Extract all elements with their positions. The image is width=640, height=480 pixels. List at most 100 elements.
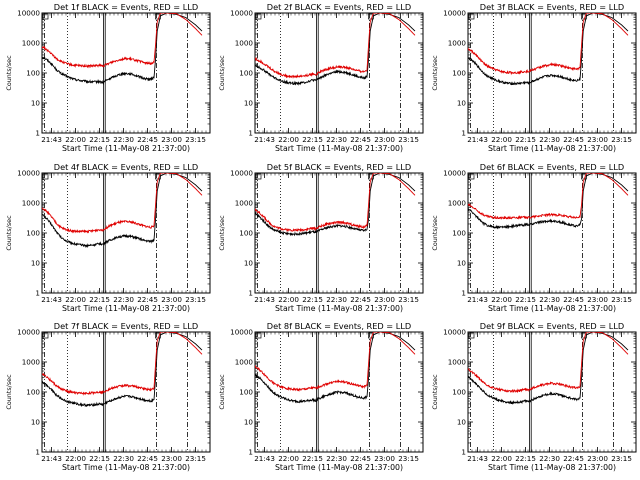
x-tick-label: 21:43 bbox=[41, 454, 62, 463]
y-axis-label: Counts/sec bbox=[431, 374, 439, 410]
y-axis-label: Counts/sec bbox=[5, 215, 13, 251]
x-tick-label: 22:45 bbox=[350, 135, 371, 144]
x-tick-label: 22:45 bbox=[563, 454, 584, 463]
y-tick-label: 1 bbox=[35, 289, 40, 298]
y-tick-label: 1000 bbox=[448, 199, 467, 208]
x-tick-label: 23:00 bbox=[161, 295, 182, 304]
chart-title: Det 2f BLACK = Events, RED = LLD bbox=[267, 2, 411, 12]
y-tick-label: 1000 bbox=[235, 39, 254, 48]
x-tick-label: 23:15 bbox=[398, 135, 419, 144]
x-tick-label: 23:00 bbox=[587, 454, 608, 463]
x-tick-label: 22:45 bbox=[350, 295, 371, 304]
x-tick-label: 22:00 bbox=[65, 295, 86, 304]
y-tick-label: 10 bbox=[244, 99, 254, 108]
x-tick-label: 22:45 bbox=[137, 454, 158, 463]
x-axis-label: Start Time (11-May-08 21:37:00) bbox=[62, 304, 190, 313]
y-tick-label: 10000 bbox=[443, 169, 466, 178]
y-axis-label: Counts/sec bbox=[431, 55, 439, 91]
y-tick-label: 10 bbox=[31, 99, 41, 108]
y-tick-label: 10000 bbox=[17, 328, 40, 337]
x-tick-label: 22:15 bbox=[302, 135, 323, 144]
x-tick-label: 21:43 bbox=[467, 454, 488, 463]
x-tick-label: 22:30 bbox=[113, 454, 134, 463]
x-axis-label: Start Time (11-May-08 21:37:00) bbox=[275, 463, 403, 472]
y-tick-label: 10 bbox=[244, 259, 254, 268]
x-tick-label: 21:43 bbox=[467, 295, 488, 304]
x-tick-label: 23:00 bbox=[374, 295, 395, 304]
x-tick-label: 22:30 bbox=[326, 454, 347, 463]
y-tick-label: 100 bbox=[452, 229, 466, 238]
x-axis-label: Start Time (11-May-08 21:37:00) bbox=[62, 144, 190, 153]
x-tick-label: 23:15 bbox=[185, 135, 206, 144]
y-tick-label: 1000 bbox=[235, 358, 254, 367]
x-tick-label: 22:45 bbox=[137, 135, 158, 144]
y-tick-label: 100 bbox=[26, 388, 40, 397]
x-tick-label: 22:15 bbox=[89, 135, 110, 144]
x-tick-label: 22:45 bbox=[350, 454, 371, 463]
y-axis-label: Counts/sec bbox=[218, 55, 226, 91]
detector-count-rate-grid: Det 1f BLACK = Events, RED = LLD11010010… bbox=[0, 0, 640, 480]
x-axis-label: Start Time (11-May-08 21:37:00) bbox=[488, 144, 616, 153]
x-tick-label: 22:00 bbox=[65, 454, 86, 463]
y-tick-label: 1 bbox=[248, 448, 253, 457]
x-tick-label: 22:45 bbox=[563, 135, 584, 144]
y-tick-label: 1 bbox=[461, 289, 466, 298]
y-tick-label: 100 bbox=[452, 69, 466, 78]
x-tick-label: 23:15 bbox=[185, 295, 206, 304]
y-tick-label: 1 bbox=[461, 448, 466, 457]
y-tick-label: 10000 bbox=[17, 9, 40, 18]
x-tick-label: 23:15 bbox=[611, 295, 632, 304]
x-tick-label: 22:30 bbox=[539, 454, 560, 463]
y-tick-label: 1000 bbox=[22, 358, 41, 367]
y-tick-label: 10 bbox=[457, 99, 467, 108]
y-tick-label: 100 bbox=[239, 229, 253, 238]
x-axis-label: Start Time (11-May-08 21:37:00) bbox=[275, 144, 403, 153]
y-axis-label: Counts/sec bbox=[218, 374, 226, 410]
y-tick-label: 10 bbox=[244, 418, 254, 427]
y-tick-label: 10000 bbox=[17, 169, 40, 178]
x-tick-label: 22:30 bbox=[113, 135, 134, 144]
y-tick-label: 1000 bbox=[22, 39, 41, 48]
y-tick-label: 10 bbox=[457, 418, 467, 427]
y-tick-label: 10000 bbox=[230, 9, 253, 18]
x-tick-label: 23:15 bbox=[185, 454, 206, 463]
y-tick-label: 10000 bbox=[230, 328, 253, 337]
y-tick-label: 1 bbox=[35, 448, 40, 457]
x-tick-label: 21:43 bbox=[254, 135, 275, 144]
y-axis-label: Counts/sec bbox=[431, 215, 439, 251]
x-tick-label: 23:00 bbox=[374, 454, 395, 463]
x-tick-label: 23:00 bbox=[587, 295, 608, 304]
y-tick-label: 10000 bbox=[443, 328, 466, 337]
y-tick-label: 10 bbox=[31, 418, 41, 427]
x-tick-label: 22:30 bbox=[113, 295, 134, 304]
y-axis-label: Counts/sec bbox=[5, 55, 13, 91]
chart-title: Det 4f BLACK = Events, RED = LLD bbox=[54, 162, 198, 172]
y-tick-label: 10 bbox=[31, 259, 41, 268]
x-tick-label: 22:00 bbox=[278, 295, 299, 304]
x-tick-label: 22:00 bbox=[278, 454, 299, 463]
y-tick-label: 1000 bbox=[448, 39, 467, 48]
x-tick-label: 21:43 bbox=[254, 454, 275, 463]
x-tick-label: 22:00 bbox=[65, 135, 86, 144]
x-tick-label: 23:15 bbox=[611, 135, 632, 144]
y-tick-label: 100 bbox=[26, 229, 40, 238]
x-tick-label: 22:30 bbox=[326, 295, 347, 304]
y-tick-label: 100 bbox=[452, 388, 466, 397]
x-tick-label: 22:30 bbox=[326, 135, 347, 144]
y-tick-label: 1000 bbox=[235, 199, 254, 208]
chart-title: Det 6f BLACK = Events, RED = LLD bbox=[480, 162, 624, 172]
x-axis-label: Start Time (11-May-08 21:37:00) bbox=[62, 463, 190, 472]
x-tick-label: 23:15 bbox=[398, 454, 419, 463]
y-axis-label: Counts/sec bbox=[218, 215, 226, 251]
chart-title: Det 8f BLACK = Events, RED = LLD bbox=[267, 321, 411, 331]
x-tick-label: 22:15 bbox=[89, 454, 110, 463]
x-axis-label: Start Time (11-May-08 21:37:00) bbox=[488, 304, 616, 313]
x-tick-label: 23:00 bbox=[374, 135, 395, 144]
y-tick-label: 100 bbox=[239, 388, 253, 397]
x-tick-label: 22:45 bbox=[563, 295, 584, 304]
x-tick-label: 21:43 bbox=[41, 135, 62, 144]
x-tick-label: 23:00 bbox=[161, 135, 182, 144]
y-tick-label: 10 bbox=[457, 259, 467, 268]
x-tick-label: 23:15 bbox=[611, 454, 632, 463]
x-tick-label: 22:00 bbox=[491, 454, 512, 463]
